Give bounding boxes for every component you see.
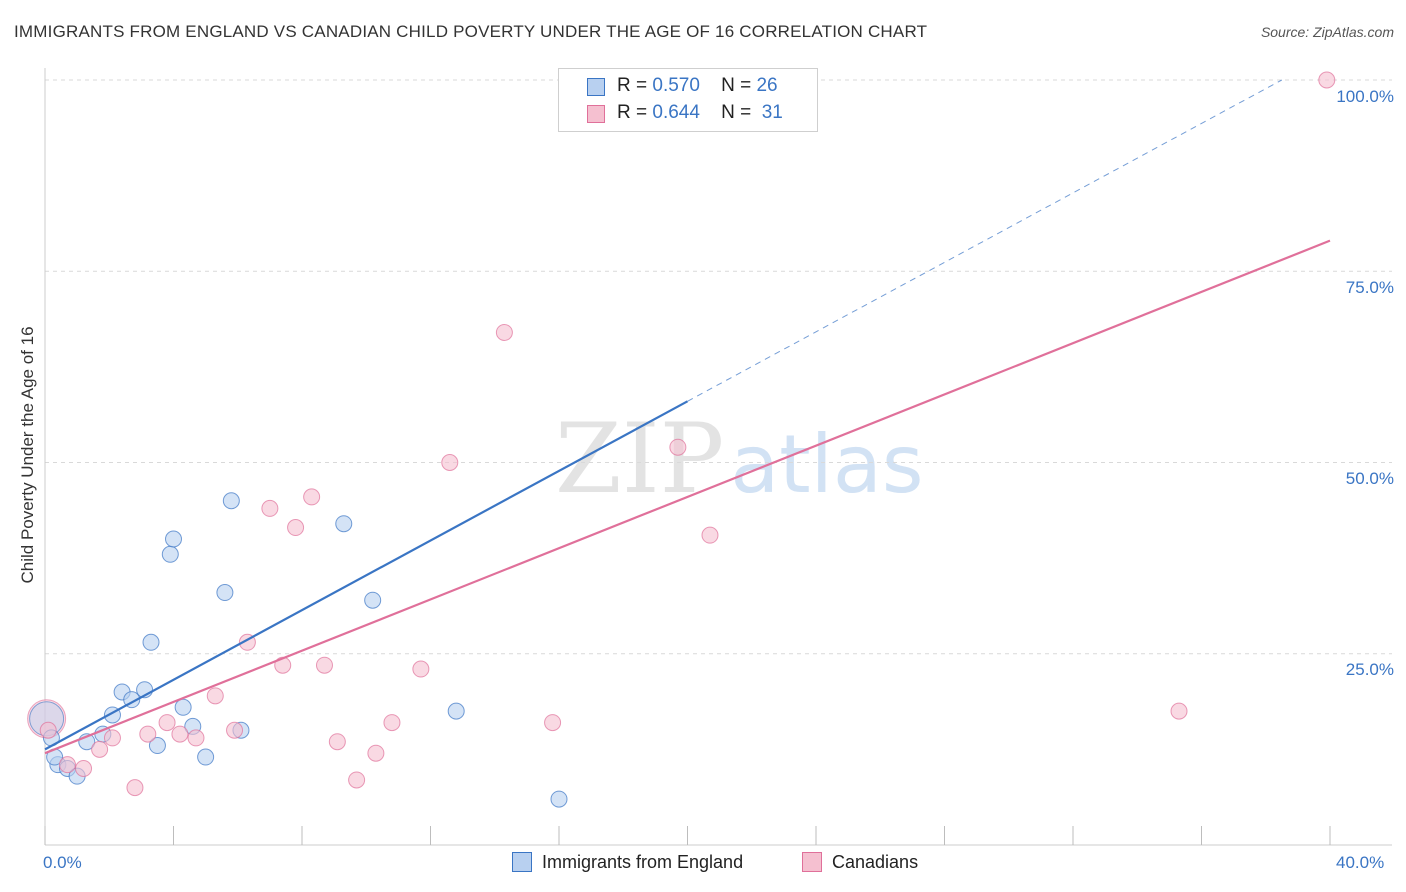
point-england xyxy=(165,530,182,548)
point-canadians xyxy=(328,733,346,751)
trendline-canadians xyxy=(44,239,1331,755)
trendline-england-extension xyxy=(687,79,1283,402)
point-canadians xyxy=(91,740,109,758)
point-canadians xyxy=(187,729,205,747)
point-canadians xyxy=(126,779,144,797)
point-canadians xyxy=(158,714,176,732)
point-canadians xyxy=(544,714,562,732)
legend-r-label: R = xyxy=(617,75,648,96)
point-canadians xyxy=(139,725,157,743)
point-canadians xyxy=(669,438,687,456)
legend-r-value: 0.644 xyxy=(652,102,700,123)
point-canadians xyxy=(367,744,385,762)
bottom-legend-label-england: Immigrants from England xyxy=(542,852,744,872)
y-tick-label-25: 25.0% xyxy=(1345,660,1394,679)
point-canadians xyxy=(39,721,57,739)
y-tick-label-100: 100.0% xyxy=(1336,87,1394,106)
legend-swatch-canadians xyxy=(587,105,605,123)
point-canadians xyxy=(1318,71,1336,89)
point-canadians xyxy=(383,714,401,732)
point-canadians xyxy=(1170,702,1188,720)
legend-r-value: 0.570 xyxy=(652,75,700,96)
point-england xyxy=(222,492,240,510)
correlation-legend: R = 0.570 N = 26 R = 0.644 N = 31 xyxy=(558,68,818,132)
point-canadians xyxy=(287,519,305,537)
bottom-legend-canadians: Canadians xyxy=(802,852,918,873)
legend-n-value: 26 xyxy=(756,75,778,96)
bottom-legend-england: Immigrants from England xyxy=(512,852,743,873)
trendline-england xyxy=(44,400,689,751)
point-canadians xyxy=(701,526,719,544)
x-tick-label-max: 40.0% xyxy=(1336,853,1385,872)
y-axis-label: Child Poverty Under the Age of 16 xyxy=(18,326,37,584)
point-england xyxy=(197,748,215,766)
source-label: Source: ZipAtlas.com xyxy=(1260,24,1394,40)
chart-title: IMMIGRANTS FROM ENGLAND VS CANADIAN CHIL… xyxy=(14,22,928,41)
y-tick-label-75: 75.0% xyxy=(1345,278,1394,297)
point-canadians xyxy=(315,656,333,674)
x-tick-label-min: 0.0% xyxy=(43,853,82,872)
point-england xyxy=(364,591,382,609)
point-canadians xyxy=(348,771,366,789)
point-england xyxy=(447,702,465,720)
bottom-legend-swatch-england xyxy=(512,852,532,872)
y-tick-label-50: 50.0% xyxy=(1345,469,1394,488)
point-england xyxy=(148,737,166,755)
point-canadians xyxy=(171,725,189,743)
legend-n-label: N = xyxy=(721,75,752,96)
bottom-legend-label-canadians: Canadians xyxy=(832,852,919,872)
watermark: ZIPatlas xyxy=(555,403,924,515)
point-england xyxy=(550,790,568,808)
point-canadians xyxy=(103,729,121,747)
legend-r-label: R = xyxy=(617,102,648,123)
point-england xyxy=(161,545,179,563)
point-england xyxy=(216,584,234,602)
point-canadians xyxy=(261,499,279,517)
point-canadians xyxy=(75,760,93,777)
point-england xyxy=(142,633,160,651)
point-canadians xyxy=(441,454,459,471)
point-canadians xyxy=(206,687,224,705)
legend-n-value: 31 xyxy=(761,102,783,123)
point-canadians xyxy=(303,488,321,506)
point-canadians xyxy=(226,721,244,739)
legend-swatch-england xyxy=(587,78,605,96)
point-canadians xyxy=(58,756,76,774)
legend-n-label: N = xyxy=(721,102,752,123)
point-canadians xyxy=(495,323,513,341)
point-england xyxy=(335,515,353,533)
point-england xyxy=(174,698,192,716)
point-canadians xyxy=(412,660,430,678)
bottom-legend-swatch-canadians xyxy=(802,852,822,872)
